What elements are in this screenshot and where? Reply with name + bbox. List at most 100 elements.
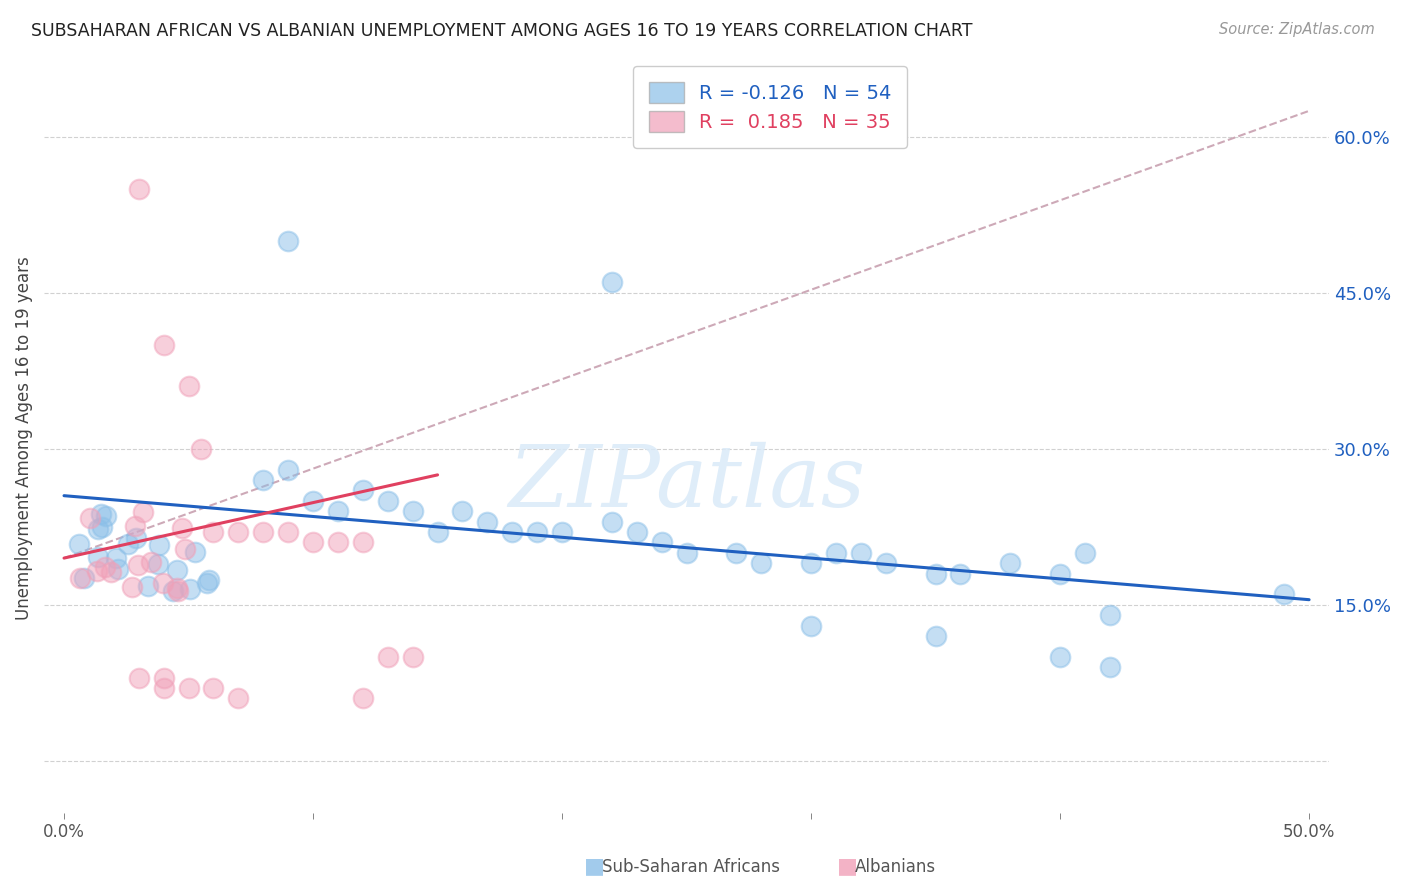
Point: [600, 515, 623, 529]
Point: [132, 505, 155, 519]
Point: [651, 535, 673, 549]
Point: [352, 483, 374, 498]
Point: [177, 379, 200, 393]
Point: [87, 522, 110, 536]
Point: [501, 525, 523, 540]
Point: [426, 525, 449, 540]
Point: [87, 549, 110, 564]
Point: [1272, 587, 1295, 601]
Text: Albanians: Albanians: [855, 858, 936, 876]
Point: [94, 508, 117, 523]
Point: [377, 649, 399, 664]
Point: [277, 234, 299, 248]
Point: [600, 276, 623, 290]
Point: [202, 681, 225, 695]
Point: [277, 525, 299, 540]
Point: [73, 571, 96, 585]
Text: ■: ■: [837, 856, 858, 876]
Point: [124, 518, 146, 533]
Point: [302, 494, 325, 508]
Point: [252, 473, 274, 487]
Point: [152, 681, 174, 695]
Point: [105, 550, 128, 565]
Point: [166, 582, 188, 596]
Point: [749, 556, 772, 570]
Point: [477, 515, 499, 529]
Point: [875, 556, 897, 570]
Point: [451, 504, 474, 518]
Point: [800, 618, 823, 632]
Point: [152, 575, 174, 590]
Point: [79, 510, 101, 524]
Point: [1098, 660, 1121, 674]
Point: [148, 557, 170, 571]
Point: [725, 546, 748, 560]
Point: [195, 575, 218, 590]
Point: [166, 563, 188, 577]
Point: [1074, 546, 1097, 560]
Point: [924, 566, 946, 581]
Point: [526, 525, 548, 540]
Point: [67, 537, 90, 551]
Point: [190, 442, 212, 456]
Point: [1049, 649, 1071, 664]
Point: [148, 538, 170, 552]
Point: [86, 564, 108, 578]
Point: [849, 546, 872, 560]
Point: [138, 579, 160, 593]
Legend: R = -0.126   N = 54, R =  0.185   N = 35: R = -0.126 N = 54, R = 0.185 N = 35: [633, 66, 907, 147]
Point: [162, 583, 184, 598]
Point: [377, 494, 399, 508]
Point: [100, 565, 122, 579]
Point: [626, 525, 648, 540]
Point: [949, 566, 972, 581]
Point: [128, 671, 150, 685]
Point: [170, 521, 193, 535]
Point: [198, 574, 221, 588]
Point: [152, 671, 174, 685]
Point: [177, 681, 200, 695]
Point: [352, 535, 374, 549]
Point: [174, 542, 197, 557]
Point: [128, 182, 150, 196]
Point: [139, 555, 162, 569]
Point: [179, 582, 201, 596]
Text: ■: ■: [583, 856, 605, 876]
Point: [117, 536, 139, 550]
Text: ZIPatlas: ZIPatlas: [508, 442, 865, 524]
Point: [127, 558, 149, 572]
Point: [228, 691, 250, 706]
Point: [252, 525, 274, 540]
Point: [326, 504, 349, 518]
Text: Sub-Saharan Africans: Sub-Saharan Africans: [602, 858, 780, 876]
Point: [124, 531, 146, 545]
Point: [825, 546, 848, 560]
Point: [277, 463, 299, 477]
Point: [1000, 556, 1022, 570]
Point: [90, 520, 112, 534]
Point: [167, 583, 190, 598]
Point: [302, 535, 325, 549]
Point: [202, 525, 225, 540]
Y-axis label: Unemployment Among Ages 16 to 19 years: Unemployment Among Ages 16 to 19 years: [15, 257, 32, 620]
Point: [107, 562, 129, 576]
Point: [1049, 566, 1071, 581]
Point: [69, 571, 91, 585]
Point: [184, 545, 207, 559]
Point: [401, 649, 423, 664]
Point: [800, 556, 823, 570]
Point: [228, 525, 250, 540]
Point: [152, 338, 174, 352]
Point: [675, 546, 697, 560]
Point: [90, 507, 112, 521]
Point: [326, 535, 349, 549]
Point: [94, 560, 117, 574]
Point: [401, 504, 423, 518]
Text: SUBSAHARAN AFRICAN VS ALBANIAN UNEMPLOYMENT AMONG AGES 16 TO 19 YEARS CORRELATIO: SUBSAHARAN AFRICAN VS ALBANIAN UNEMPLOYM…: [31, 22, 973, 40]
Point: [1098, 608, 1121, 623]
Point: [924, 629, 946, 643]
Point: [551, 525, 574, 540]
Point: [352, 691, 374, 706]
Text: Source: ZipAtlas.com: Source: ZipAtlas.com: [1219, 22, 1375, 37]
Point: [121, 580, 143, 594]
